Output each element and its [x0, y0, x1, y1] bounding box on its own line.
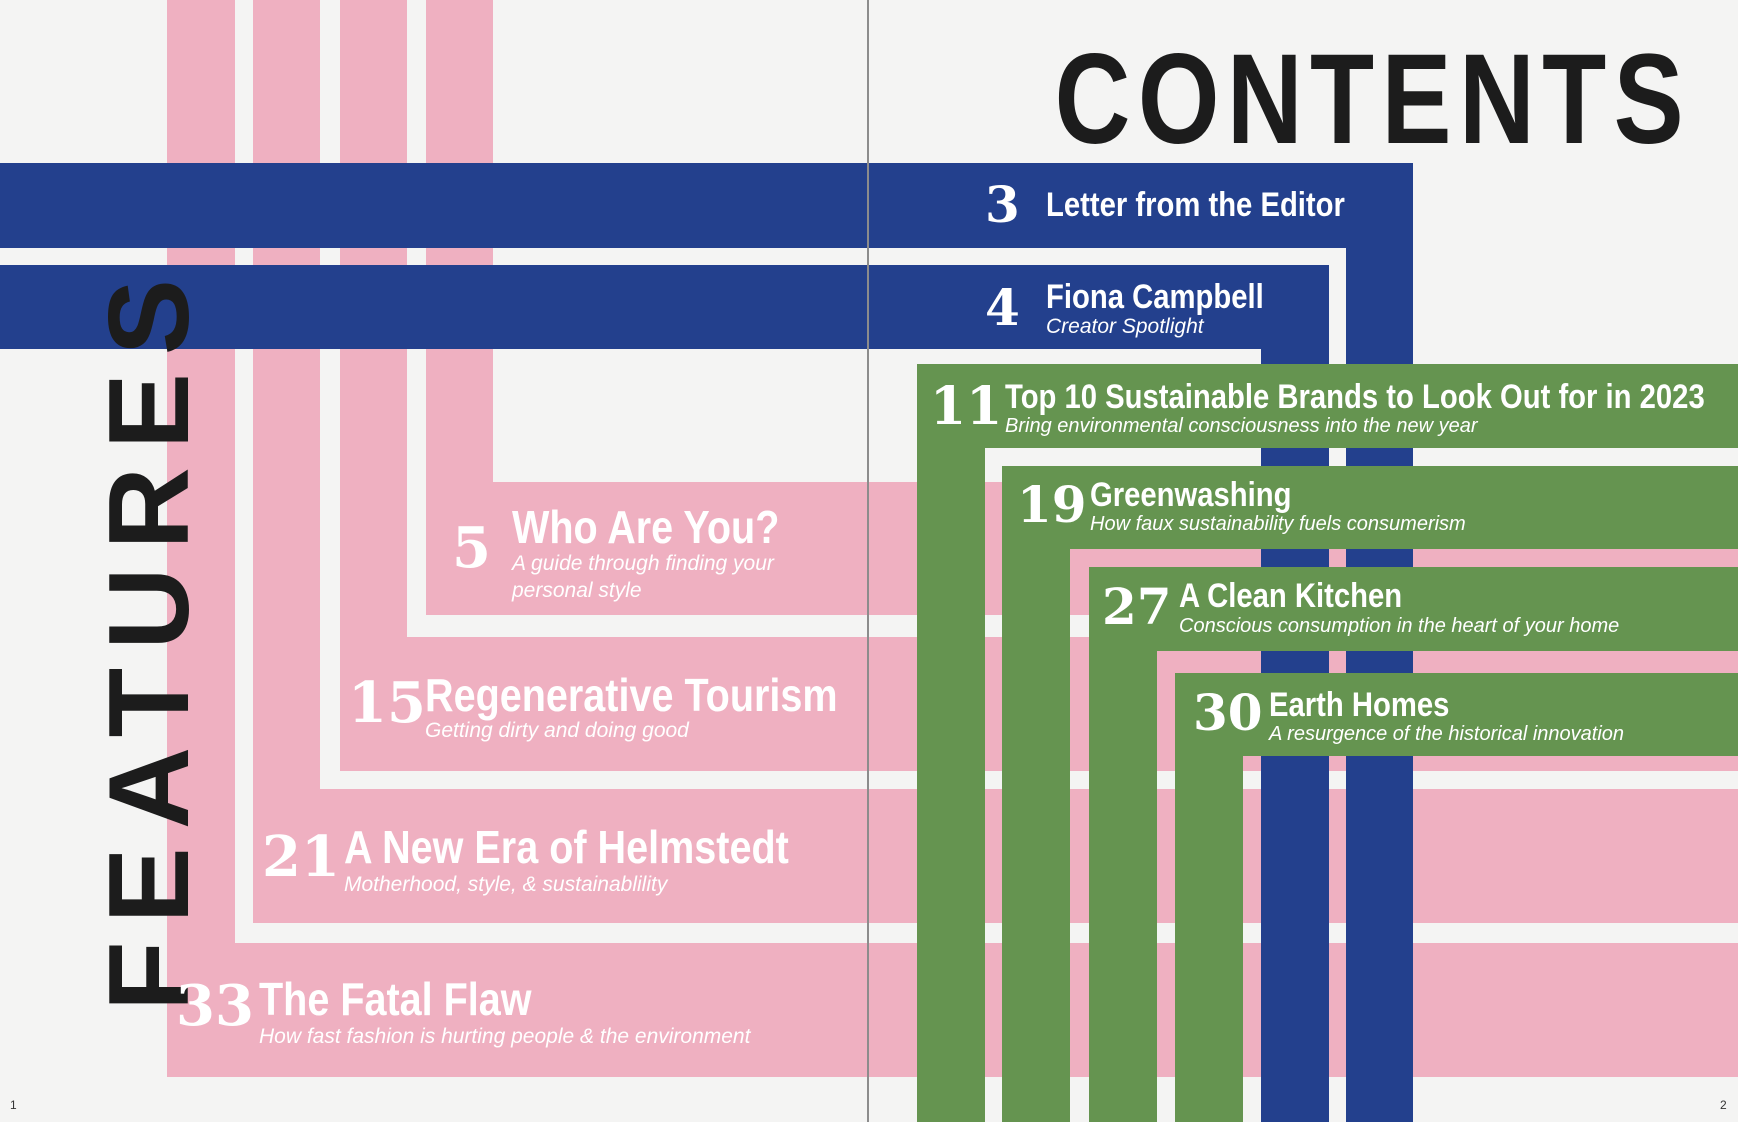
entry-subtitle: Bring environmental consciousness into t… — [1005, 415, 1478, 437]
entry-subtitle: Creator Spotlight — [1046, 315, 1204, 338]
pink-band-21-joint — [253, 650, 320, 923]
entry-page-number: 27 — [1102, 577, 1172, 636]
entry-title[interactable]: Top 10 Sustainable Brands to Look Out fo… — [1005, 378, 1705, 416]
green-band-27-horizontal — [1089, 567, 1738, 651]
entry-subtitle: Motherhood, style, & sustainablility — [344, 873, 668, 896]
entry-subtitle: How fast fashion is hurting people & the… — [259, 1025, 751, 1048]
entry-title[interactable]: Letter from the Editor — [1046, 186, 1345, 224]
entry-page-number: 21 — [262, 824, 340, 890]
green-band-19-horizontal — [1002, 466, 1738, 549]
page-number-left: 1 — [10, 1098, 17, 1112]
entry-title[interactable]: Who Are You? — [512, 501, 780, 553]
section-label: FEATURES — [86, 261, 213, 1011]
entry-subtitle-line2: personal style — [512, 579, 642, 602]
blue-band-3-horizontal — [0, 163, 1413, 248]
entry-title[interactable]: A Clean Kitchen — [1179, 577, 1403, 615]
page-gutter — [867, 0, 869, 1122]
entry-page-number: 4 — [985, 278, 1020, 337]
page-title: CONTENTS — [1054, 28, 1691, 171]
entry-subtitle: Getting dirty and doing good — [425, 719, 689, 742]
pink-band-21-horizontal — [253, 789, 1738, 923]
green-band-27-vertical — [1089, 567, 1157, 1122]
entry-subtitle: A guide through finding your — [512, 552, 774, 575]
entry-subtitle: Conscious consumption in the heart of yo… — [1179, 615, 1620, 637]
entry-subtitle: How faux sustainability fuels consumeris… — [1090, 513, 1466, 535]
page-number-right: 2 — [1720, 1098, 1727, 1112]
entry-title[interactable]: The Fatal Flaw — [259, 973, 532, 1025]
blue-band-4-horizontal — [0, 265, 1329, 349]
green-band-19-vertical — [1002, 466, 1070, 1122]
green-band-30-horizontal — [1175, 673, 1738, 756]
entry-page-number: 33 — [176, 973, 254, 1039]
entry-page-number: 11 — [930, 376, 1003, 437]
entry-subtitle: A resurgence of the historical innovatio… — [1269, 723, 1625, 745]
entry-title[interactable]: Regenerative Tourism — [425, 669, 838, 721]
entry-page-number: 19 — [1017, 475, 1087, 534]
entry-page-number: 15 — [348, 670, 426, 736]
entry-title[interactable]: Greenwashing — [1090, 476, 1292, 514]
entry-page-number: 30 — [1193, 683, 1263, 742]
green-band-11-vertical — [917, 364, 985, 1122]
entry-title[interactable]: A New Era of Helmstedt — [344, 821, 789, 873]
entry-title[interactable]: Earth Homes — [1269, 686, 1450, 724]
entry-title[interactable]: Fiona Campbell — [1046, 278, 1264, 316]
green-band-11-horizontal — [917, 364, 1738, 448]
entry-page-number: 3 — [985, 175, 1020, 234]
entry-page-number: 5 — [452, 515, 491, 581]
